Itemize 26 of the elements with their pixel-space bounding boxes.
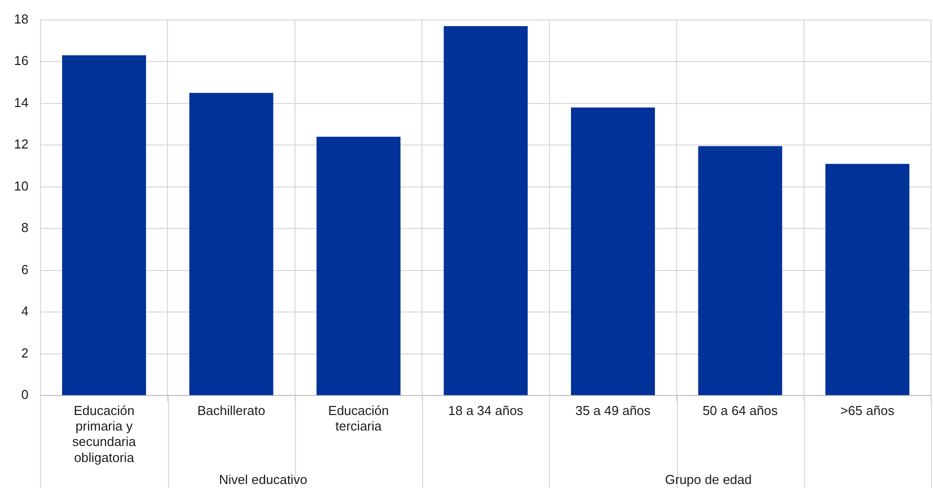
text: Nivel educativo bbox=[219, 472, 308, 488]
bar bbox=[189, 92, 274, 396]
x-tick-label: 50 a 64 años bbox=[702, 402, 778, 418]
y-tick-label: 12 bbox=[14, 136, 28, 152]
y-tick-label: 18 bbox=[14, 11, 28, 26]
x-tick-label: Bachillerato bbox=[197, 402, 266, 418]
bar bbox=[62, 55, 146, 396]
bar bbox=[570, 107, 655, 396]
bar bbox=[698, 146, 782, 396]
x-tick-label: Educación primaria y secundaria obligatoria bbox=[72, 402, 137, 465]
bar bbox=[825, 164, 910, 396]
bar bbox=[444, 26, 528, 396]
x-tick-label: Educación terciaria bbox=[328, 402, 389, 434]
y-tick-label: 16 bbox=[14, 53, 28, 68]
bar bbox=[316, 136, 400, 396]
x-tick-label: 35 a 49 años bbox=[575, 402, 652, 418]
y-tick-label: 4 bbox=[21, 304, 28, 319]
y-tick-label: 0 bbox=[21, 387, 28, 402]
x-tick-label: >65 años bbox=[840, 402, 895, 418]
y-tick-label: 6 bbox=[21, 262, 28, 277]
y-tick-label: 2 bbox=[21, 345, 28, 360]
y-tick-label: 8 bbox=[21, 220, 28, 236]
y-tick-label: 14 bbox=[14, 94, 28, 110]
text: Grupo de edad bbox=[665, 472, 752, 488]
x-tick-label: 18 a 34 años bbox=[448, 402, 524, 418]
y-tick-label: 10 bbox=[14, 178, 28, 194]
